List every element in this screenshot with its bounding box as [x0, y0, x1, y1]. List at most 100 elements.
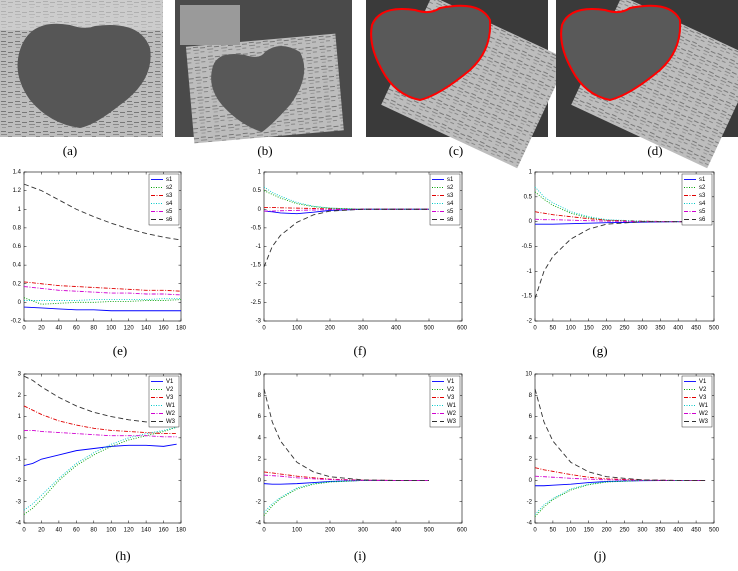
y-tick-label: -2 [527, 499, 533, 505]
x-tick-label: 0 [533, 326, 537, 332]
y-tick-label: -2 [16, 478, 22, 484]
x-tick-label: 50 [550, 528, 557, 534]
photo-caption: (c) [449, 143, 463, 158]
y-tick-label: 0 [18, 435, 22, 441]
x-tick-label: 40 [56, 528, 63, 534]
y-tick-label: 8 [258, 393, 262, 399]
x-tick-label: 450 [691, 528, 702, 534]
chart: 0 100 200 300 400 500 600 -4 -2 0 2 4 6 8 10 V1 V2 V3 W1 W2… [254, 372, 467, 563]
series-line [23, 281, 182, 292]
x-tick-label: 40 [56, 326, 63, 332]
y-tick-label: -0.5 [251, 225, 262, 231]
series-line [23, 286, 182, 296]
legend-label: s3 [166, 193, 173, 199]
y-tick-label: 2 [258, 457, 262, 463]
x-tick-label: 600 [457, 326, 468, 332]
series-line [534, 388, 706, 481]
series-line [23, 306, 181, 312]
y-tick-label: -0.2 [11, 319, 22, 325]
x-tick-label: 20 [38, 528, 45, 534]
series-line [534, 475, 706, 481]
series-line [534, 221, 706, 299]
y-tick-label: -2.5 [251, 300, 262, 306]
x-tick-label: 400 [391, 326, 402, 332]
legend-box [681, 173, 713, 226]
y-tick-label: 0 [258, 207, 262, 213]
x-tick-label: 100 [566, 528, 577, 534]
legend-label: W2 [699, 411, 709, 417]
legend-label: V1 [447, 379, 455, 385]
plot-frame [263, 373, 463, 524]
legend-label: V3 [447, 395, 455, 401]
x-tick-label: 180 [176, 326, 187, 332]
series-line [23, 443, 177, 466]
legend-label: s6 [447, 217, 454, 223]
photo-b [175, 0, 352, 144]
chart-caption: (g) [592, 343, 607, 358]
y-tick-label: 0 [258, 478, 262, 484]
series-line [23, 405, 177, 435]
y-tick-label: 0.6 [13, 244, 22, 250]
photo-a [0, 0, 163, 137]
y-tick-label: 0 [18, 300, 22, 306]
chart: 0 20 40 60 80 100 120 140 160 180-0.200.20.40.60.… [11, 170, 187, 358]
series-line [24, 429, 177, 438]
legend-label: W3 [699, 419, 709, 425]
x-tick-label: 140 [141, 326, 152, 332]
y-tick-label: -3 [256, 319, 262, 325]
chart: 0 20 40 60 80 100 120 140 160 180 -4 -3 -2 -1 0 1 2 3 V1 V2… [16, 372, 187, 563]
x-tick-label: 180 [176, 528, 187, 534]
y-tick-label: 1.2 [13, 188, 22, 194]
x-tick-label: 300 [637, 326, 648, 332]
legend-label: V1 [166, 379, 174, 385]
y-tick-label: 10 [254, 372, 261, 378]
x-tick-label: 160 [159, 326, 170, 332]
series-line [263, 479, 429, 516]
y-tick-label: 6 [529, 414, 533, 420]
x-tick-label: 0 [22, 326, 26, 332]
x-tick-label: 150 [584, 528, 595, 534]
legend-label: W2 [166, 411, 176, 417]
legend-label: V2 [166, 387, 174, 393]
y-tick-label: 1 [258, 170, 262, 176]
photo-d [556, 0, 738, 169]
legend-label: s4 [447, 201, 454, 207]
legend-label: s5 [699, 209, 706, 215]
x-tick-label: 350 [655, 528, 666, 534]
x-tick-label: 120 [124, 528, 135, 534]
legend-label: V3 [166, 395, 174, 401]
legend-label: s6 [166, 217, 173, 223]
y-tick-label: 0.5 [253, 188, 262, 194]
y-tick-label: -2 [256, 281, 262, 287]
x-tick-label: 250 [619, 528, 630, 534]
y-tick-label: -3 [16, 499, 22, 505]
y-tick-label: -0.5 [522, 244, 533, 250]
x-tick-label: 300 [358, 528, 369, 534]
x-tick-label: 0 [22, 528, 26, 534]
x-tick-label: 500 [424, 528, 435, 534]
legend-label: V2 [447, 387, 455, 393]
x-tick-label: 60 [73, 326, 80, 332]
legend-label: s3 [699, 193, 706, 199]
x-tick-label: 400 [673, 326, 684, 332]
y-tick-label: 0.8 [13, 225, 22, 231]
x-tick-label: 500 [709, 528, 720, 534]
x-tick-label: 100 [292, 528, 303, 534]
x-tick-label: 160 [159, 528, 170, 534]
legend-label: W1 [699, 403, 709, 409]
legend-label: W1 [166, 403, 176, 409]
legend-label: s1 [447, 177, 454, 183]
legend-box [429, 375, 461, 428]
y-tick-label: 1 [18, 414, 22, 420]
legend-label: s3 [447, 193, 454, 199]
x-tick-label: 80 [90, 326, 97, 332]
photo-caption: (b) [257, 143, 272, 158]
y-tick-label: -1 [16, 457, 22, 463]
legend-label: W3 [166, 419, 176, 425]
series-line [24, 298, 181, 301]
x-tick-label: 100 [106, 528, 117, 534]
y-tick-label: -1 [527, 269, 533, 275]
y-tick-label: 1.4 [13, 170, 22, 176]
y-tick-label: -4 [256, 521, 262, 527]
